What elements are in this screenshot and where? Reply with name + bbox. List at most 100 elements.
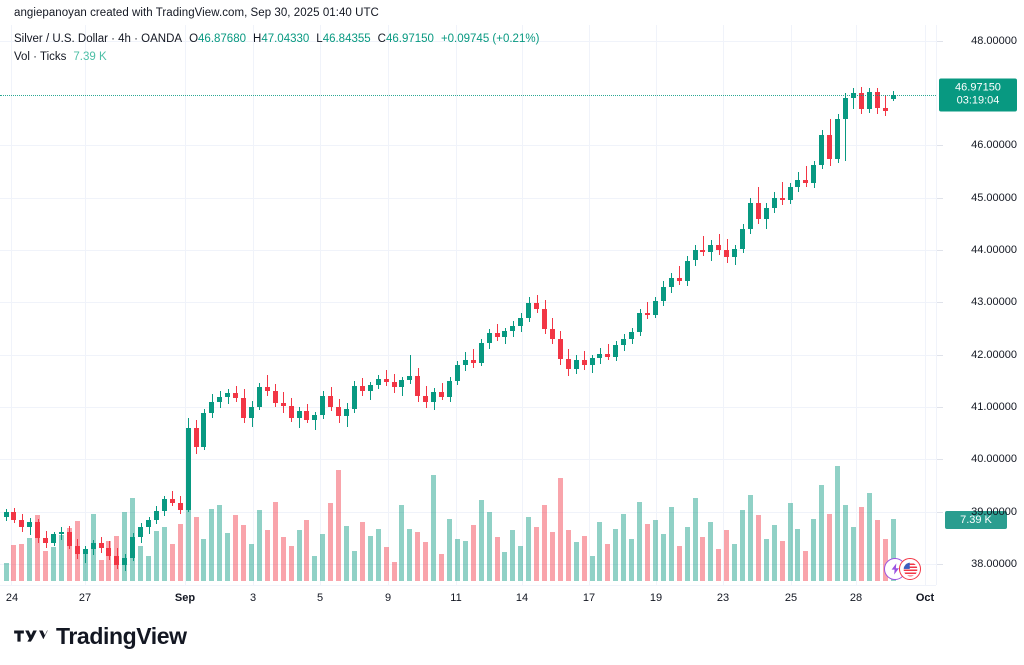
time-tick-label: Sep (174, 592, 196, 604)
time-tick-label: 23 (716, 592, 730, 604)
volume-bar (454, 538, 460, 581)
candle-wick (719, 234, 720, 256)
candle-body (249, 407, 254, 418)
chart-canvas[interactable] (0, 25, 936, 585)
vertical-gridline (723, 25, 724, 585)
volume-bar (225, 532, 231, 581)
candle-body (613, 345, 619, 357)
horizontal-gridline (0, 40, 936, 42)
low-label: L (316, 33, 323, 45)
price-tick-dash (937, 302, 943, 304)
vertical-gridline (522, 25, 523, 585)
tradingview-mark-icon (14, 630, 48, 642)
price-tick-label: 42.00000 (971, 348, 1017, 361)
volume-indicator-title[interactable]: Vol · Ticks (14, 51, 67, 63)
volume-bar (866, 493, 872, 581)
volume-bar (138, 545, 144, 581)
candle-body (146, 520, 152, 528)
volume-bar (304, 520, 310, 581)
candle-body (755, 202, 761, 219)
candle-wick (172, 490, 173, 507)
candle-body (518, 318, 524, 327)
candle-body (225, 393, 231, 397)
chart-badges[interactable] (884, 558, 932, 582)
candle-body (256, 387, 262, 408)
time-scale[interactable]: 24 27 Sep 3 5 9 11 14 17 19 23 25 28 Oct (0, 585, 936, 612)
candle-body (454, 365, 460, 381)
candle-body (494, 332, 500, 337)
volume-bar (415, 532, 421, 581)
candle-wick (806, 166, 807, 188)
volume-bar (27, 538, 33, 581)
time-tick-label: 27 (78, 592, 92, 604)
volume-bar (613, 528, 619, 581)
candle-body (177, 503, 183, 510)
volume-bar (732, 543, 738, 581)
volume-bar (700, 537, 706, 581)
candle-body (169, 499, 175, 504)
volume-bar (201, 538, 207, 581)
candle-body (106, 548, 112, 556)
candle-body (652, 301, 658, 315)
candlestick-series (0, 25, 936, 585)
volume-bar (256, 510, 262, 581)
candle-body (241, 397, 247, 418)
candle-body (447, 380, 452, 397)
time-tick-label: 25 (784, 592, 798, 604)
volume-bar (320, 533, 326, 581)
volume-bar (890, 518, 896, 581)
volume-bar (462, 540, 468, 581)
time-tick-label: 28 (849, 592, 863, 604)
chart-legend[interactable]: Silver / U.S. Dollar · 4h · OANDA O46.876… (14, 31, 539, 65)
candle-body (288, 406, 294, 418)
horizontal-gridline (0, 407, 936, 409)
horizontal-gridline (0, 564, 936, 566)
volume-bar (431, 474, 437, 581)
volume-bar (375, 528, 381, 581)
candle-wick (473, 349, 474, 369)
time-tick-label: 5 (316, 592, 324, 604)
volume-indicator-value: 7.39 K (73, 51, 107, 63)
horizontal-gridline (0, 250, 936, 252)
candle-body (11, 511, 17, 520)
volume-bar (328, 503, 334, 581)
tradingview-logo[interactable]: TradingView (14, 623, 187, 650)
candle-body (589, 357, 595, 366)
candle-body (130, 536, 136, 558)
volume-bar (391, 562, 397, 581)
candle-body (367, 385, 373, 392)
close-label: C (377, 33, 386, 45)
volume-bar (312, 555, 318, 581)
candle-body (138, 527, 144, 537)
us-flag-icon[interactable] (899, 558, 921, 580)
candle-body (312, 415, 318, 420)
time-tick-label: 14 (515, 592, 529, 604)
candle-body (304, 411, 310, 420)
candle-body (692, 250, 698, 261)
volume-bar (51, 547, 57, 581)
volume-bar (439, 554, 445, 581)
vertical-gridline (791, 25, 792, 585)
volume-bar (692, 498, 698, 581)
candle-body (486, 332, 492, 344)
price-tick-label: 45.00000 (971, 191, 1017, 204)
volume-bar (518, 545, 524, 581)
volume-bar (644, 523, 650, 581)
volume-bar (58, 534, 64, 581)
current-price-tag: 46.97150 03:19:04 (939, 78, 1017, 112)
volume-bar (573, 542, 579, 581)
volume-bar (787, 503, 793, 581)
price-scale[interactable]: 46.97150 03:19:04 7.39 K 48.00000 46.0000… (936, 25, 1024, 585)
candle-body (526, 303, 532, 319)
candle-body (676, 278, 682, 282)
volume-bar (407, 528, 413, 581)
volume-bar (264, 529, 270, 581)
candle-wick (608, 344, 609, 360)
candle-wick (386, 370, 387, 387)
candle-body (399, 379, 405, 388)
symbol-title[interactable]: Silver / U.S. Dollar · 4h · OANDA (14, 33, 183, 45)
candle-body (209, 401, 215, 414)
candle-body (803, 179, 809, 184)
candle-body (866, 91, 872, 109)
volume-bar (637, 501, 643, 581)
